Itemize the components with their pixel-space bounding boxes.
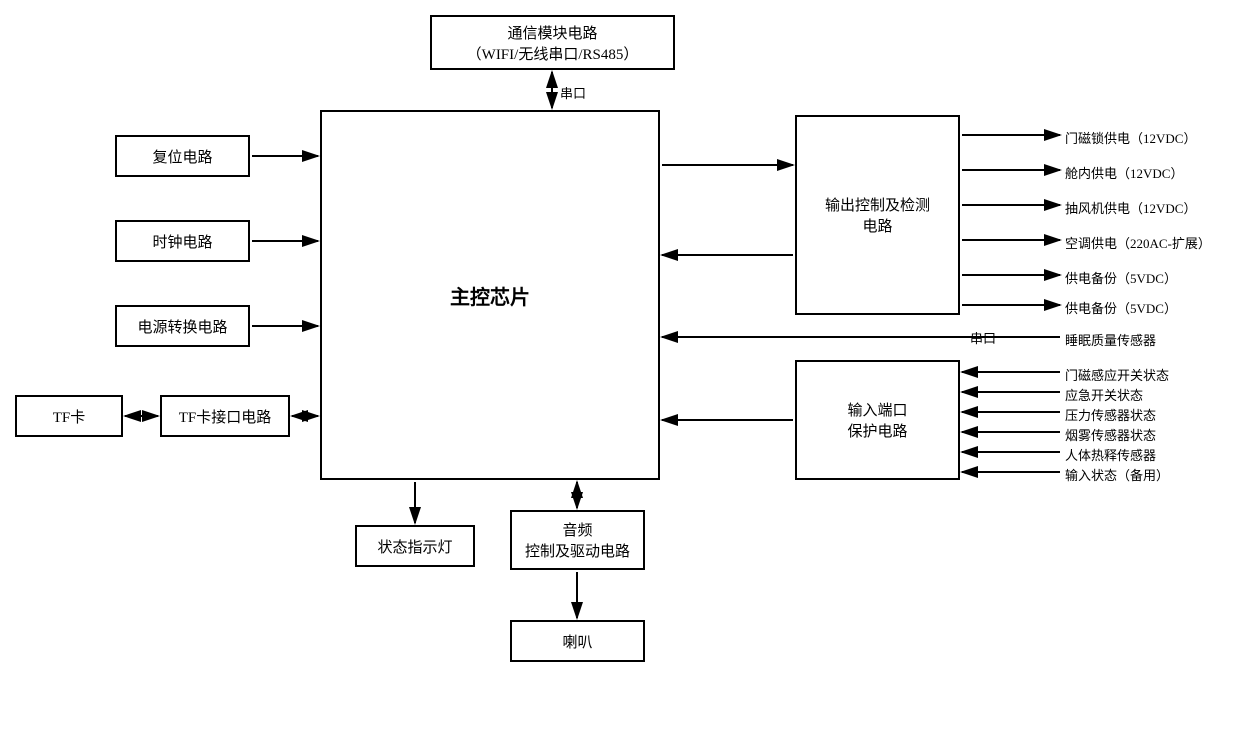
power-label: 电源转换电路 bbox=[137, 316, 227, 337]
sleep-sensor-label: 睡眠质量传感器 bbox=[1065, 330, 1156, 349]
inport-l1: 输入端口 bbox=[847, 399, 907, 420]
main-chip-label: 主控芯片 bbox=[450, 281, 530, 310]
inport-l2: 保护电路 bbox=[847, 420, 907, 441]
clock-label: 时钟电路 bbox=[152, 231, 212, 252]
comm-l2: （WIFI/无线串口/RS485） bbox=[467, 43, 639, 64]
speaker-label: 喇叭 bbox=[562, 631, 592, 652]
diagram-canvas: 主控芯片 通信模块电路 （WIFI/无线串口/RS485） 复位电路 时钟电路 … bbox=[0, 0, 1240, 750]
box-clock: 时钟电路 bbox=[115, 220, 250, 262]
in-2: 压力传感器状态 bbox=[1065, 405, 1156, 424]
box-power: 电源转换电路 bbox=[115, 305, 250, 347]
tfint-label: TF卡接口电路 bbox=[179, 406, 272, 427]
out-1: 舱内供电（12VDC） bbox=[1065, 163, 1183, 182]
in-0: 门磁感应开关状态 bbox=[1065, 365, 1169, 384]
comm-l1: 通信模块电路 bbox=[467, 22, 639, 43]
out-4: 供电备份（5VDC） bbox=[1065, 268, 1177, 287]
box-inport: 输入端口 保护电路 bbox=[795, 360, 960, 480]
serial-right-label: 串口 bbox=[970, 328, 996, 347]
audio-l2: 控制及驱动电路 bbox=[525, 540, 630, 561]
in-5: 输入状态（备用） bbox=[1065, 465, 1169, 484]
status-label: 状态指示灯 bbox=[377, 536, 452, 557]
box-tfcard: TF卡 bbox=[15, 395, 123, 437]
outctl-l2: 电路 bbox=[825, 215, 930, 236]
box-outctl: 输出控制及检测 电路 bbox=[795, 115, 960, 315]
box-reset: 复位电路 bbox=[115, 135, 250, 177]
box-audio: 音频 控制及驱动电路 bbox=[510, 510, 645, 570]
out-2: 抽风机供电（12VDC） bbox=[1065, 198, 1196, 217]
in-1: 应急开关状态 bbox=[1065, 385, 1143, 404]
in-4: 人体热释传感器 bbox=[1065, 445, 1156, 464]
box-tfint: TF卡接口电路 bbox=[160, 395, 290, 437]
reset-label: 复位电路 bbox=[152, 146, 212, 167]
box-status: 状态指示灯 bbox=[355, 525, 475, 567]
outctl-l1: 输出控制及检测 bbox=[825, 194, 930, 215]
box-comm: 通信模块电路 （WIFI/无线串口/RS485） bbox=[430, 15, 675, 70]
in-3: 烟雾传感器状态 bbox=[1065, 425, 1156, 444]
out-3: 空调供电（220AC-扩展） bbox=[1065, 233, 1211, 252]
box-main-chip: 主控芯片 bbox=[320, 110, 660, 480]
tfcard-label: TF卡 bbox=[53, 406, 86, 427]
audio-l1: 音频 bbox=[525, 519, 630, 540]
out-0: 门磁锁供电（12VDC） bbox=[1065, 128, 1196, 147]
out-5: 供电备份（5VDC） bbox=[1065, 298, 1177, 317]
box-speaker: 喇叭 bbox=[510, 620, 645, 662]
serial-top-label: 串口 bbox=[560, 83, 586, 102]
